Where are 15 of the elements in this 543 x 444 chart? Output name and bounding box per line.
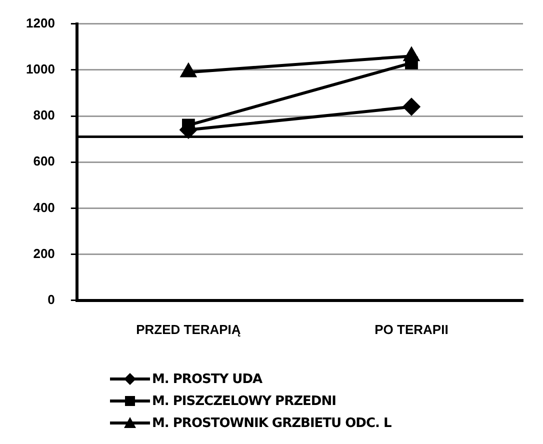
point <box>402 98 420 116</box>
y-tick-label: 1000 <box>26 61 55 76</box>
x-tick-label: PO TERAPII <box>374 322 448 337</box>
y-tick-label: 600 <box>33 154 55 169</box>
y-tick-label: 400 <box>33 200 55 215</box>
point <box>404 48 420 62</box>
legend-label: M. PROSTOWNIK GRZBIETU ODC. L <box>152 416 392 430</box>
x-tick-label: PRZED TERAPIĄ <box>136 322 242 337</box>
legend-label: M. PISZCZELOWY PRZEDNI <box>152 394 336 408</box>
y-tick-label: 1200 <box>26 15 55 30</box>
y-tick-label: 0 <box>48 292 55 307</box>
point <box>180 64 196 78</box>
y-tick-label: 800 <box>33 108 55 123</box>
legend-label: M. PROSTY UDA <box>152 372 262 386</box>
y-tick-label: 200 <box>33 246 55 261</box>
